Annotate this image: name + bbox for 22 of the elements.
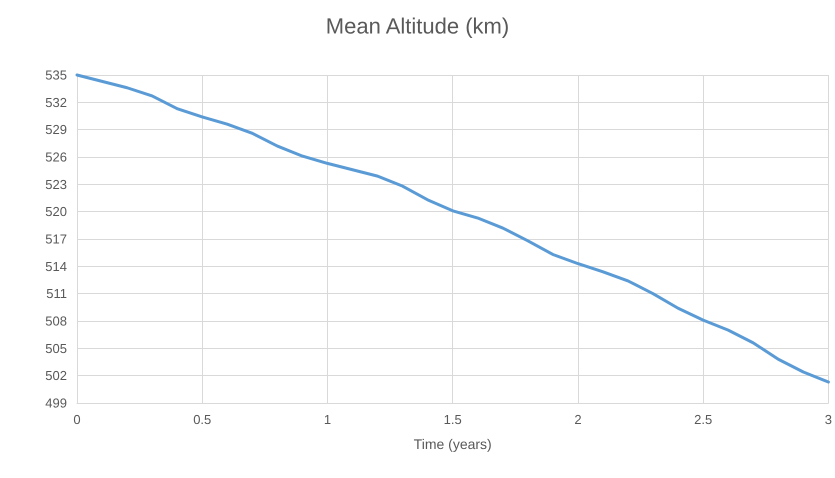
y-tick-label: 511 (46, 286, 67, 302)
x-tick-label: 0 (73, 412, 81, 427)
y-tick-label: 520 (45, 204, 67, 220)
y-tick-label: 499 (45, 396, 67, 410)
x-tick-label: 2 (574, 412, 582, 427)
y-tick-label: 526 (45, 150, 67, 164)
x-axis-title: Time (years) (414, 436, 492, 452)
x-tick-label: 0.5 (193, 412, 212, 427)
y-tick-label: 517 (45, 232, 67, 246)
y-tick-label: 523 (45, 176, 67, 192)
chart-title: Mean Altitude (km) (326, 14, 510, 38)
x-tick-label: 1 (324, 412, 332, 427)
y-tick-label: 502 (45, 368, 67, 384)
x-tick-label: 3 (824, 412, 832, 427)
y-tick-label: 529 (45, 122, 67, 138)
y-tick-label: 505 (45, 340, 67, 356)
y-tick-label: 535 (45, 68, 67, 82)
y-tick-label: 532 (45, 94, 67, 110)
y-tick-label: 514 (45, 258, 67, 274)
x-tick-label: 1.5 (444, 412, 462, 427)
x-tick-label: 2.5 (694, 412, 712, 427)
y-tick-label: 508 (45, 314, 67, 328)
